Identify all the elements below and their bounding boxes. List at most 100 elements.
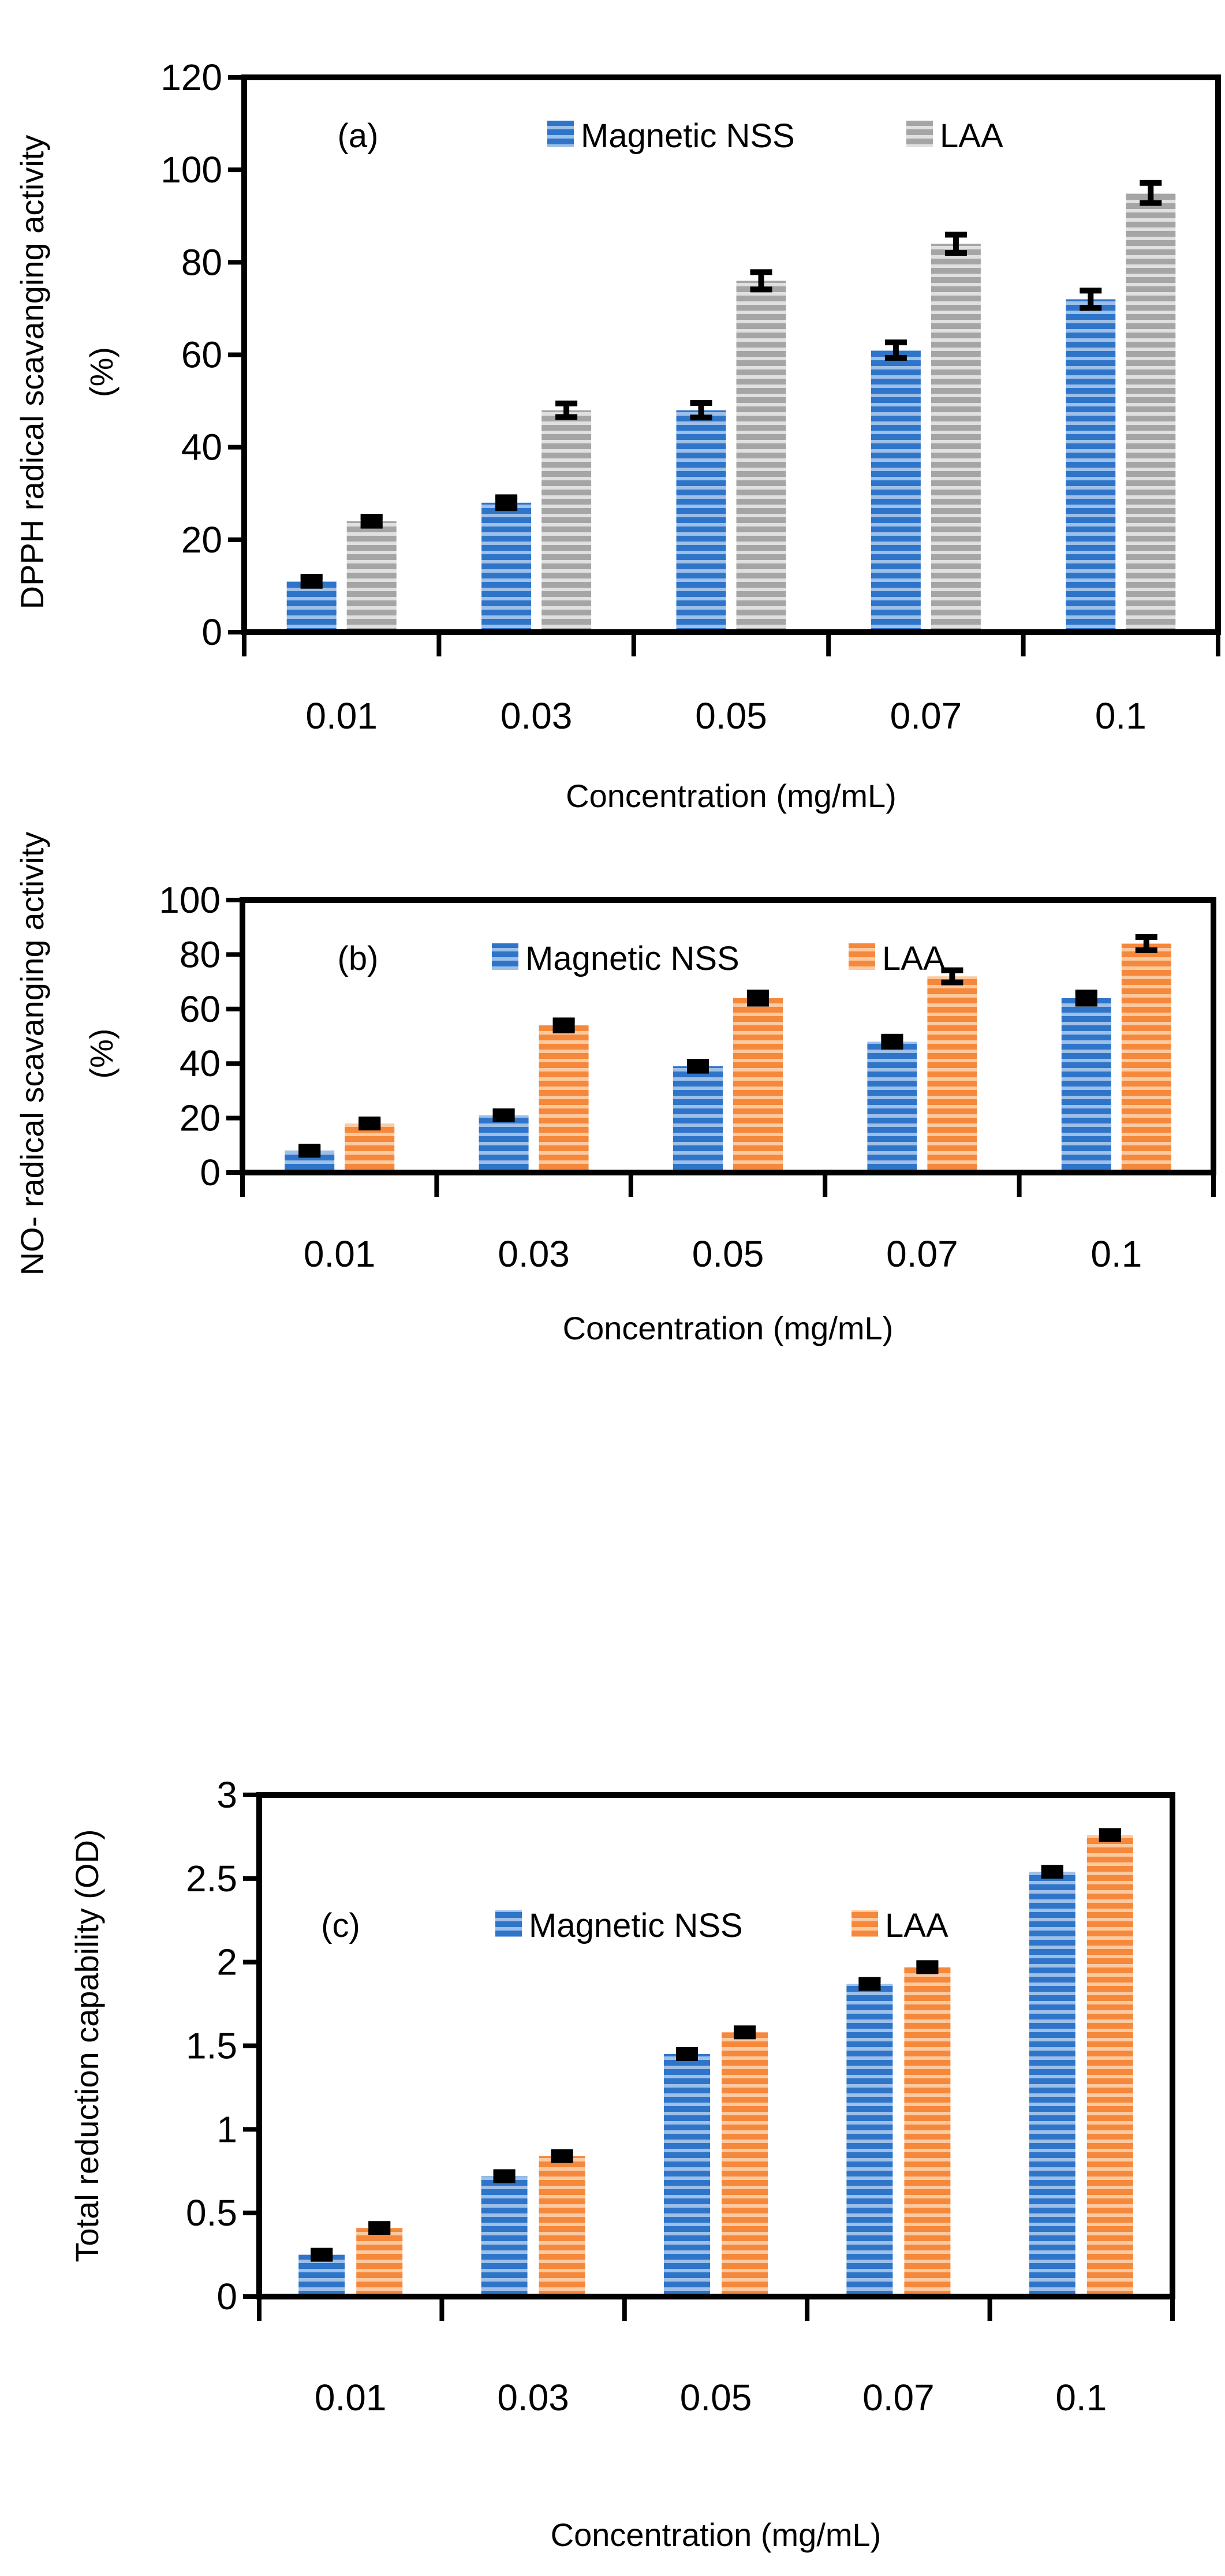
legend: Magnetic NSS LAA — [547, 117, 1003, 155]
error-bar — [1140, 180, 1162, 206]
y-axis-title: Total reduction capability (OD) — [69, 1829, 105, 2262]
error-bar — [687, 1059, 709, 1074]
x-tick-label: 0.03 — [497, 2377, 569, 2418]
bar-magnetic-nss — [481, 2176, 528, 2297]
x-tick-label: 0.1 — [1090, 1233, 1142, 1275]
bar-laa — [346, 521, 397, 632]
y-axis-title: DPPH radical scavanging activity — [14, 135, 50, 610]
error-bar — [300, 574, 323, 589]
error-bar — [884, 339, 907, 361]
y-tick-label: 1 — [216, 2108, 237, 2150]
x-tick-label: 0.05 — [692, 1233, 764, 1275]
y-tick-label: 100 — [160, 149, 222, 191]
error-bar — [916, 1960, 939, 1974]
y-tick-label: 100 — [159, 879, 221, 921]
bar-magnetic-nss — [664, 2054, 710, 2297]
x-tick-label: 0.1 — [1055, 2377, 1107, 2418]
y-tick-label: 0 — [200, 1152, 221, 1193]
bar-magnetic-nss — [846, 1984, 893, 2297]
bar-laa — [736, 281, 786, 632]
y-tick-label: 1.5 — [186, 2025, 237, 2067]
bar-magnetic-nss — [1029, 1872, 1075, 2297]
error-bar — [747, 990, 769, 1007]
bar-laa — [539, 2156, 585, 2297]
error-bar — [750, 269, 772, 293]
bar-laa — [733, 998, 783, 1173]
y-tick-label: 0 — [216, 2276, 237, 2317]
error-bar — [676, 2047, 698, 2061]
error-bar — [360, 513, 383, 529]
error-bar — [941, 967, 963, 985]
plot-frame — [240, 897, 1216, 1175]
bar-magnetic-nss — [481, 502, 532, 632]
error-bar — [1135, 934, 1157, 954]
y-tick-label: 2.5 — [186, 1858, 237, 1899]
y-tick-label: 40 — [181, 427, 222, 468]
bar-magnetic-nss — [1061, 998, 1111, 1173]
chart-panel-b: 0 20 40 60 80 100 0.01 0.03 0.05 0.07 0.1 Concentra… — [14, 832, 1216, 1346]
x-tick-label: 0.01 — [304, 1233, 376, 1275]
error-bar — [1075, 990, 1097, 1007]
error-bar — [552, 1017, 575, 1033]
y-tick-label: 20 — [181, 519, 222, 561]
y-tick-label: 60 — [181, 334, 222, 376]
error-bar — [858, 1977, 881, 1991]
legend-label: Magnetic NSS — [529, 1907, 743, 1944]
legend-swatch — [906, 121, 933, 147]
bar-laa — [927, 976, 977, 1173]
y-tick-label: 80 — [180, 934, 221, 975]
legend-swatch — [849, 943, 875, 970]
bar-magnetic-nss — [871, 350, 921, 632]
bar-magnetic-nss — [479, 1115, 529, 1173]
bar-laa — [931, 244, 981, 632]
legend-swatch — [851, 1910, 878, 1937]
error-bar — [298, 1144, 321, 1158]
bar-laa — [539, 1025, 589, 1173]
legend: Magnetic NSS LAA — [495, 1907, 948, 1944]
y-tick-label: 20 — [180, 1097, 221, 1139]
x-tick-label: 0.03 — [501, 695, 573, 737]
bar-magnetic-nss — [676, 410, 726, 632]
legend-label: LAA — [882, 940, 946, 977]
y-tick-label: 0 — [201, 611, 222, 653]
error-bar — [555, 400, 578, 420]
error-bar — [1080, 288, 1102, 311]
error-bar — [358, 1117, 381, 1131]
bar-magnetic-nss — [673, 1066, 723, 1173]
panel-label: (c) — [321, 1907, 360, 1944]
x-tick-label: 0.07 — [890, 695, 962, 737]
y-tick-label: 60 — [180, 988, 221, 1030]
bar-laa — [722, 2032, 768, 2297]
error-bar — [495, 494, 518, 512]
legend-label: LAA — [940, 117, 1003, 155]
y-tick-label: 40 — [180, 1043, 221, 1084]
legend-label: LAA — [885, 1907, 948, 1944]
chart-panel-a: 0 20 40 60 80 100 120 0.01 0.03 0.05 0.07 0.1 Concen… — [14, 57, 1221, 814]
x-axis-title: Concentration (mg/mL) — [563, 1310, 894, 1346]
x-tick-label: 0.03 — [498, 1233, 570, 1275]
panel-label: (a) — [338, 117, 379, 155]
legend-label: Magnetic NSS — [581, 117, 795, 155]
error-bar — [1041, 1865, 1063, 1879]
y-tick-label: 0.5 — [186, 2192, 237, 2234]
y-tick-label: 3 — [216, 1774, 237, 1816]
bar-magnetic-nss — [1066, 299, 1116, 632]
error-bar — [493, 2169, 516, 2183]
bar-laa — [1086, 1835, 1133, 2297]
x-tick-label: 0.1 — [1095, 695, 1146, 737]
y-axis-title: (%) — [83, 347, 119, 397]
error-bar — [492, 1108, 515, 1122]
bar-magnetic-nss — [867, 1041, 917, 1173]
y-axis-title: NO- radical scavanging activity — [14, 832, 50, 1276]
legend: Magnetic NSS LAA — [492, 940, 946, 977]
y-tick-label: 2 — [216, 1942, 237, 1983]
bar-magnetic-nss — [298, 2254, 345, 2297]
x-tick-label: 0.05 — [695, 695, 767, 737]
error-bar — [551, 2149, 573, 2163]
legend-label: Magnetic NSS — [525, 940, 740, 977]
error-bar — [734, 2025, 756, 2040]
panel-label: (b) — [338, 940, 379, 977]
x-tick-label: 0.07 — [862, 2377, 935, 2418]
bar-laa — [904, 1967, 951, 2297]
